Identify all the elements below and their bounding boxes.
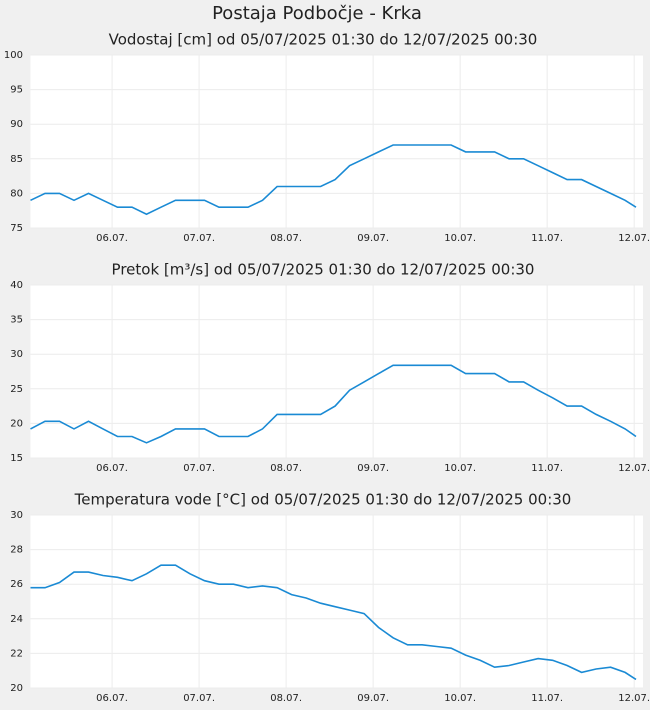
y-tick-label: 22 — [10, 648, 23, 659]
chart-title: Pretok [m³/s] od 05/07/2025 01:30 do 12/… — [112, 261, 535, 279]
x-tick-label: 07.07. — [183, 463, 215, 474]
chart-title: Vodostaj [cm] od 05/07/2025 01:30 do 12/… — [109, 31, 538, 49]
y-tick-label: 28 — [10, 545, 23, 556]
y-tick-label: 20 — [10, 683, 23, 694]
data-line — [30, 564, 637, 681]
x-tick-label: 09.07. — [357, 233, 389, 244]
y-tick-label: 95 — [10, 85, 23, 96]
x-tick-label: 12.07. — [618, 233, 650, 244]
plot-area — [30, 285, 643, 458]
x-tick-label: 11.07. — [531, 693, 563, 704]
plot-area — [30, 55, 643, 228]
x-tick-label: 06.07. — [96, 463, 128, 474]
data-line — [30, 144, 637, 216]
x-tick-label: 09.07. — [357, 463, 389, 474]
x-tick-label: 08.07. — [270, 693, 302, 704]
x-tick-label: 10.07. — [444, 463, 476, 474]
x-tick-label: 08.07. — [270, 233, 302, 244]
x-tick-label: 11.07. — [531, 463, 563, 474]
y-tick-label: 85 — [10, 154, 23, 165]
y-tick-label: 15 — [10, 453, 23, 464]
y-tick-label: 24 — [10, 614, 23, 625]
y-tick-label: 35 — [10, 315, 23, 326]
y-tick-label: 20 — [10, 418, 23, 429]
y-tick-label: 80 — [10, 188, 23, 199]
x-tick-label: 06.07. — [96, 233, 128, 244]
x-tick-label: 10.07. — [444, 693, 476, 704]
y-tick-label: 100 — [4, 50, 23, 61]
x-tick-label: 11.07. — [531, 233, 563, 244]
x-tick-label: 07.07. — [183, 693, 215, 704]
x-tick-label: 12.07. — [618, 463, 650, 474]
y-tick-label: 30 — [10, 349, 23, 360]
plot-area — [30, 515, 643, 688]
y-tick-label: 40 — [10, 280, 23, 291]
x-tick-label: 06.07. — [96, 693, 128, 704]
x-tick-label: 09.07. — [357, 693, 389, 704]
page-title: Postaja Podbočje - Krka — [212, 3, 422, 24]
y-tick-label: 75 — [10, 223, 23, 234]
y-tick-label: 25 — [10, 384, 23, 395]
data-line — [30, 364, 637, 444]
x-tick-label: 12.07. — [618, 693, 650, 704]
x-tick-label: 07.07. — [183, 233, 215, 244]
y-tick-label: 26 — [10, 579, 23, 590]
chart-title: Temperatura vode [°C] od 05/07/2025 01:3… — [74, 491, 572, 509]
x-tick-label: 10.07. — [444, 233, 476, 244]
y-tick-label: 90 — [10, 119, 23, 130]
x-tick-label: 08.07. — [270, 463, 302, 474]
y-tick-label: 30 — [10, 510, 23, 521]
